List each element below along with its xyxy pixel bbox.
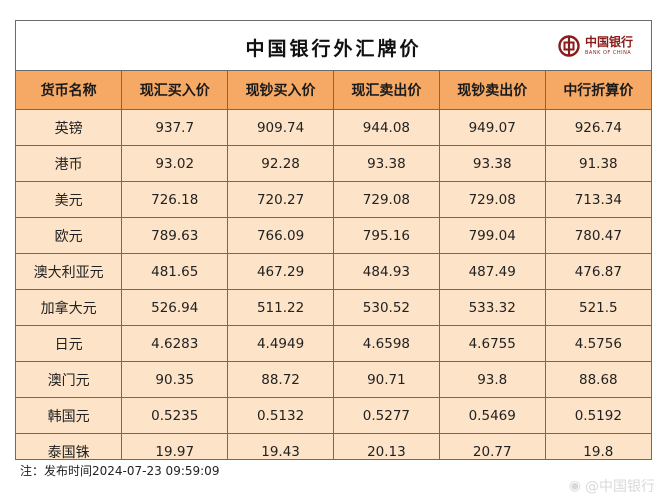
table-row: 澳大利亚元 481.65 467.29 484.93 487.49 476.87	[16, 253, 651, 290]
rate-cell: 93.38	[332, 145, 440, 182]
header-spot-sell: 现汇卖出价	[332, 71, 440, 110]
rate-cell: 713.34	[544, 181, 651, 218]
rate-cell: 729.08	[438, 181, 546, 218]
rate-cell: 0.5235	[121, 397, 229, 434]
rate-cell: 789.63	[121, 217, 229, 254]
rate-cell: 4.4949	[227, 325, 334, 362]
watermark-text: @中国银行	[585, 479, 655, 495]
rate-cell: 0.5469	[438, 397, 546, 434]
rate-cell: 93.02	[121, 145, 229, 182]
table-row: 澳门元 90.35 88.72 90.71 93.8 88.68	[16, 361, 651, 398]
board-title: 中国银行外汇牌价	[245, 38, 422, 60]
rate-cell: 780.47	[544, 217, 651, 254]
rate-cell: 484.93	[332, 253, 440, 290]
rate-cell: 795.16	[332, 217, 440, 254]
table-row: 英镑 937.7 909.74 944.08 949.07 926.74	[16, 109, 651, 146]
table-row: 美元 726.18 720.27 729.08 729.08 713.34	[16, 181, 651, 218]
rate-cell: 909.74	[227, 109, 334, 146]
currency-name: 澳大利亚元	[16, 253, 123, 290]
rate-cell: 533.32	[438, 289, 546, 326]
rate-cell: 0.5192	[544, 397, 651, 434]
rate-cell: 521.5	[544, 289, 651, 326]
header-currency: 货币名称	[16, 71, 123, 110]
rate-cell: 530.52	[332, 289, 440, 326]
rate-cell: 93.38	[438, 145, 546, 182]
rate-cell: 720.27	[227, 181, 334, 218]
rate-cell: 91.38	[544, 145, 651, 182]
table-header-row: 货币名称 现汇买入价 现钞买入价 现汇卖出价 现钞卖出价 中行折算价	[16, 71, 651, 110]
rate-cell: 88.72	[227, 361, 334, 398]
weibo-icon: ◉	[568, 478, 581, 494]
currency-name: 欧元	[16, 217, 123, 254]
header-cash-buy: 现钞买入价	[227, 71, 334, 110]
currency-name: 日元	[16, 325, 123, 362]
rate-cell: 90.35	[121, 361, 229, 398]
rate-cell: 949.07	[438, 109, 546, 146]
rate-table: 货币名称 现汇买入价 现钞买入价 现汇卖出价 现钞卖出价 中行折算价 英镑 93…	[16, 71, 651, 470]
rate-cell: 88.68	[544, 361, 651, 398]
rate-cell: 937.7	[121, 109, 229, 146]
rate-cell: 4.5756	[544, 325, 651, 362]
rate-cell: 487.49	[438, 253, 546, 290]
logo-subname: BANK OF CHINA	[584, 50, 632, 56]
exchange-rate-board: 中国银行外汇牌价 中国银行 BANK OF CHINA 货币名称 现汇买入价 现…	[15, 20, 652, 482]
rate-cell: 0.5277	[332, 397, 440, 434]
publish-time-note: 注：发布时间2024-07-23 09:59:09	[15, 459, 652, 482]
rate-cell: 90.71	[332, 361, 440, 398]
rate-cell: 526.94	[121, 289, 229, 326]
header-spot-buy: 现汇买入价	[121, 71, 229, 110]
table-row: 加拿大元 526.94 511.22 530.52 533.32 521.5	[16, 289, 651, 326]
currency-name: 韩国元	[16, 397, 123, 434]
header-boc-rate: 中行折算价	[544, 71, 651, 110]
table-row: 日元 4.6283 4.4949 4.6598 4.6755 4.5756	[16, 325, 651, 362]
rate-cell: 511.22	[227, 289, 334, 326]
rate-cell: 726.18	[121, 181, 229, 218]
rate-cell: 729.08	[332, 181, 440, 218]
currency-name: 加拿大元	[16, 289, 123, 326]
logo-name: 中国银行	[584, 35, 633, 49]
currency-name: 港币	[16, 145, 123, 182]
table-row: 港币 93.02 92.28 93.38 93.38 91.38	[16, 145, 651, 182]
rate-cell: 92.28	[227, 145, 334, 182]
watermark: ◉ @中国银行	[569, 476, 655, 496]
rate-cell: 476.87	[544, 253, 651, 290]
rate-cell: 926.74	[544, 109, 651, 146]
title-bar: 中国银行外汇牌价 中国银行 BANK OF CHINA	[16, 21, 651, 71]
rate-cell: 766.09	[227, 217, 334, 254]
rate-cell: 799.04	[438, 217, 546, 254]
rate-cell: 4.6755	[438, 325, 546, 362]
currency-name: 澳门元	[16, 361, 123, 398]
rate-cell: 481.65	[121, 253, 229, 290]
bank-logo: 中国银行 BANK OF CHINA	[558, 33, 633, 59]
bank-of-china-logo-icon	[558, 35, 580, 57]
logo-text: 中国银行 BANK OF CHINA	[585, 36, 633, 56]
table-row: 韩国元 0.5235 0.5132 0.5277 0.5469 0.5192	[16, 397, 651, 434]
rate-cell: 4.6598	[332, 325, 440, 362]
header-cash-sell: 现钞卖出价	[438, 71, 546, 110]
rate-cell: 4.6283	[121, 325, 229, 362]
currency-name: 美元	[16, 181, 123, 218]
rate-cell: 467.29	[227, 253, 334, 290]
currency-name: 英镑	[16, 109, 123, 146]
rate-cell: 944.08	[332, 109, 440, 146]
table-row: 欧元 789.63 766.09 795.16 799.04 780.47	[16, 217, 651, 254]
rate-cell: 93.8	[438, 361, 546, 398]
rate-cell: 0.5132	[227, 397, 334, 434]
